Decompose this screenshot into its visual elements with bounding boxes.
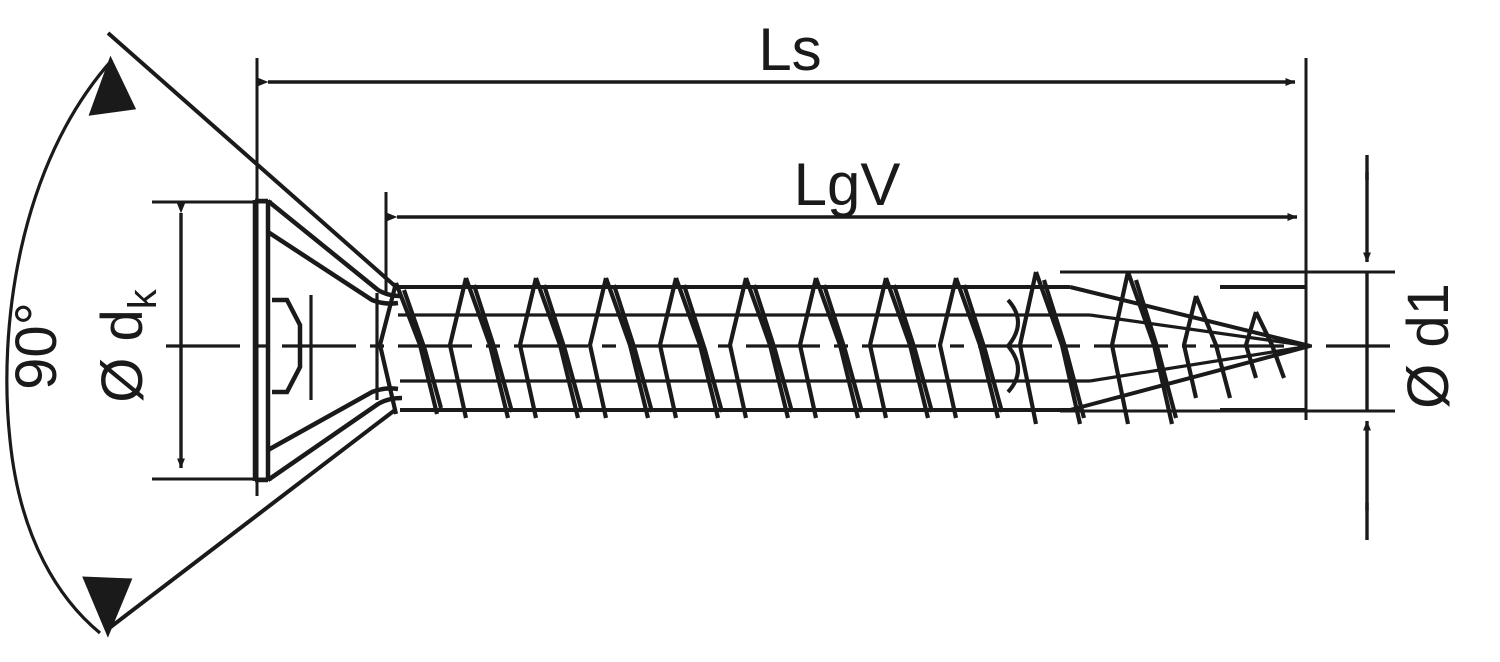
head-cone-lower-outer: [266, 395, 403, 482]
head-angle-annotation: [5, 31, 397, 638]
thread-tooth: [962, 284, 1005, 413]
thread-tooth: [937, 277, 959, 419]
dimension-d1-label: Ø d1: [1396, 283, 1461, 409]
thread-tooth: [884, 277, 931, 419]
thread-tooth: [447, 277, 469, 419]
tip-core-upper: [1089, 313, 1311, 348]
thread-tooth: [867, 277, 889, 419]
dimension-dk-label-group: Ø dk: [90, 288, 165, 403]
thread-tooth: [674, 277, 721, 419]
thread-tooth: [604, 277, 651, 419]
dimension-ls-label: Ls: [758, 16, 821, 83]
thread-tooth: [542, 284, 585, 413]
thread-tooth: [1017, 271, 1039, 425]
thread-tooth: [1034, 271, 1083, 425]
thread-tooth: [1133, 279, 1179, 419]
thread-tooth: [797, 277, 819, 419]
angle-arc-arrowhead-top: [88, 55, 137, 116]
dimension-dk-label: Ø dk: [90, 288, 165, 403]
thread-tooth: [612, 284, 655, 413]
angle-label-group: 90°: [4, 302, 69, 390]
angle-arc-arrowhead-bottom: [82, 576, 133, 638]
thread-tooth: [954, 277, 1001, 419]
extension-lines: [152, 58, 1395, 496]
thread-tooth: [727, 277, 749, 419]
angle-ray-lower: [106, 408, 397, 631]
thread-tooth: [587, 277, 609, 419]
head-cone-upper-outer: [266, 199, 401, 299]
thread-tooth: [682, 284, 725, 413]
thread-tooth: [464, 277, 511, 419]
thread-tooth: [394, 282, 440, 415]
dimension-d1-label-group: Ø d1: [1396, 283, 1461, 409]
center-cross-ticks: [309, 293, 379, 400]
thread-tooth: [472, 284, 515, 413]
thread-tooth: [1126, 271, 1175, 425]
thread-tooth: [657, 277, 679, 419]
angle-arc: [5, 58, 114, 635]
thread-tooth: [534, 277, 581, 419]
angle-label: 90°: [4, 302, 69, 390]
screw-body: [252, 198, 1311, 483]
thread-tooth: [822, 284, 865, 413]
screw-head: [252, 198, 403, 483]
thread-helix: [377, 271, 1286, 425]
thread-tooth: [744, 277, 791, 419]
head-cone-upper-inner: [266, 230, 399, 306]
thread-tooth: [1041, 279, 1087, 419]
angle-ray-upper: [106, 31, 397, 288]
thread-tooth: [892, 284, 935, 413]
thread-tooth: [752, 284, 795, 413]
thread-tooth: [402, 289, 444, 409]
thread-tooth: [517, 277, 539, 419]
thread-tooth: [814, 277, 861, 419]
dimension-lgv-label: LgV: [794, 151, 901, 218]
thread-tooth: [1109, 271, 1131, 425]
head-cone-lower-inner: [266, 386, 399, 452]
